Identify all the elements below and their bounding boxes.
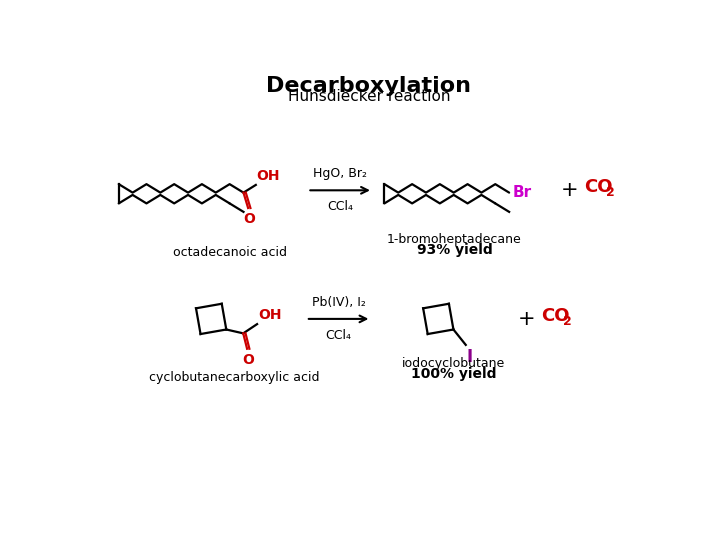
Text: 100% yield: 100% yield (411, 367, 497, 381)
Text: CO: CO (541, 307, 570, 325)
Text: OH: OH (258, 308, 282, 322)
Text: iodocyclobutane: iodocyclobutane (402, 357, 505, 370)
Text: CCl₄: CCl₄ (327, 200, 353, 213)
Text: 2: 2 (606, 186, 615, 199)
Text: CCl₄: CCl₄ (325, 329, 351, 342)
Text: +: + (561, 180, 579, 200)
Text: 2: 2 (563, 315, 572, 328)
Text: O: O (242, 353, 253, 367)
Text: 1-bromoheptadecane: 1-bromoheptadecane (387, 233, 522, 246)
Text: O: O (243, 212, 255, 226)
Text: Decarboxylation: Decarboxylation (266, 76, 472, 96)
Text: Pb(IV), I₂: Pb(IV), I₂ (312, 296, 366, 309)
Text: Hunsdiecker reaction: Hunsdiecker reaction (288, 90, 450, 104)
Text: +: + (518, 309, 536, 329)
Text: CO: CO (585, 178, 613, 196)
Text: HgO, Br₂: HgO, Br₂ (313, 167, 367, 180)
Text: Br: Br (512, 185, 531, 200)
Text: I: I (467, 348, 472, 366)
Text: 93% yield: 93% yield (417, 244, 492, 258)
Text: octadecanoic acid: octadecanoic acid (173, 246, 287, 259)
Text: cyclobutanecarboxylic acid: cyclobutanecarboxylic acid (149, 372, 320, 384)
Text: OH: OH (256, 168, 280, 183)
